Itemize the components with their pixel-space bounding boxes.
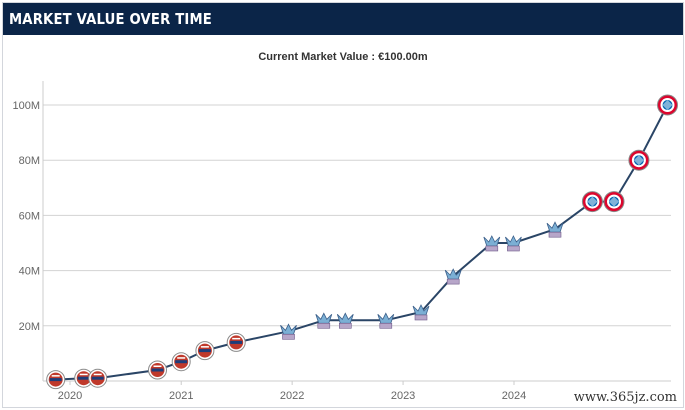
crystal-palace-badge-icon[interactable] — [412, 304, 430, 321]
market-value-chart: 20M 40M 60M 80M 100M 2020 2021 2022 2023 2024 — [12, 81, 678, 402]
watermark-text: www.365jz.com — [571, 390, 679, 405]
y-tick-label: 20M — [19, 321, 40, 333]
x-tick-label: 2020 — [58, 390, 82, 402]
reading-badge-icon[interactable] — [148, 360, 167, 380]
x-tick-label: 2024 — [502, 390, 526, 402]
y-tick-label: 40M — [19, 266, 40, 278]
crystal-palace-badge-icon[interactable] — [546, 221, 564, 238]
y-tick-label: 80M — [19, 155, 40, 167]
market-value-line — [55, 104, 669, 381]
bayern-munich-badge-icon[interactable] — [657, 94, 678, 116]
crystal-palace-badge-icon[interactable] — [280, 323, 297, 340]
y-tick-label: 100M — [12, 100, 40, 112]
bayern-munich-badge-icon[interactable] — [603, 191, 625, 213]
current-market-value: Current Market Value : €100.00m — [258, 51, 428, 63]
crystal-palace-badge-icon[interactable] — [336, 312, 354, 329]
reading-badge-icon[interactable] — [171, 352, 191, 372]
reading-badge-icon[interactable] — [226, 332, 246, 352]
reading-badge-icon[interactable] — [74, 368, 94, 388]
crystal-palace-badge-icon[interactable] — [483, 235, 501, 252]
x-tick-label: 2022 — [280, 390, 304, 402]
card-title: MARKET VALUE OVER TIME — [9, 10, 212, 28]
bayern-munich-badge-icon[interactable] — [628, 149, 650, 171]
crystal-palace-badge-icon[interactable] — [444, 268, 462, 285]
x-tick-label: 2021 — [169, 390, 193, 402]
reading-badge-icon[interactable] — [46, 370, 66, 390]
crystal-palace-badge-icon[interactable] — [505, 235, 522, 252]
x-tick-label: 2023 — [391, 390, 415, 402]
crystal-palace-badge-icon[interactable] — [377, 312, 395, 329]
card-header: MARKET VALUE OVER TIME — [3, 3, 683, 35]
crystal-palace-badge-icon[interactable] — [315, 312, 333, 329]
reading-badge-icon[interactable] — [88, 368, 108, 388]
bayern-munich-badge-icon[interactable] — [581, 191, 603, 213]
y-tick-label: 60M — [19, 210, 40, 222]
reading-badge-icon[interactable] — [195, 341, 215, 361]
